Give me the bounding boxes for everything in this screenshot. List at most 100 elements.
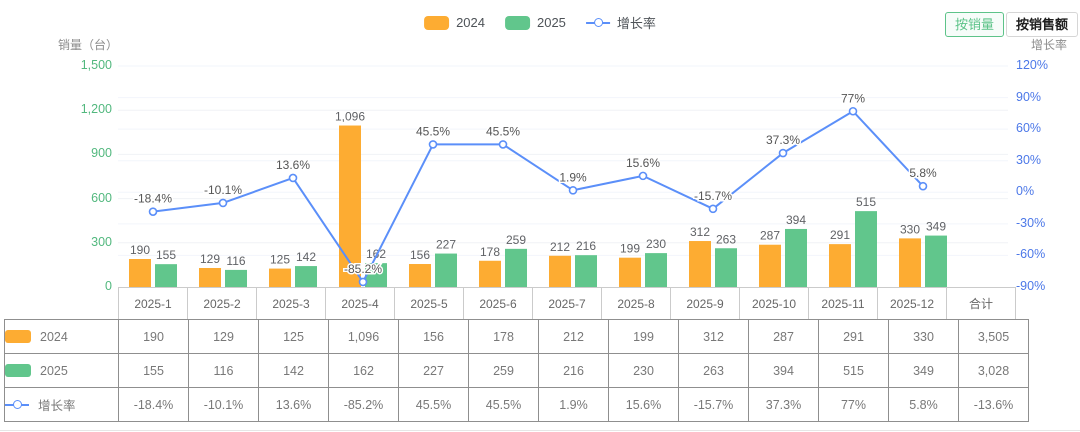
bar-2024-2025-7[interactable] — [549, 255, 571, 287]
table-cell: 230 — [608, 353, 679, 388]
bar-2024-2025-11[interactable] — [829, 244, 851, 287]
table-row: 2024 190 129 125 1,096 156 178 212 199 312 287 291 3… — [4, 319, 1029, 354]
bar-2024-2025-9[interactable] — [689, 241, 711, 287]
row-label-text: 2024 — [40, 329, 68, 344]
bottom-divider — [0, 430, 1080, 431]
table-cell: 212 — [538, 319, 609, 354]
bar-value-label: 515 — [856, 195, 876, 209]
bar-value-label: 216 — [576, 239, 596, 253]
bar-value-label: 394 — [786, 213, 806, 227]
bar-value-label: 259 — [506, 233, 526, 247]
table-cell: 77% — [818, 387, 889, 422]
month-header-cell: 2025-11 — [808, 287, 878, 320]
by-sales-volume-button[interactable]: 按销量 — [944, 12, 1004, 37]
bar-value-label: 155 — [156, 248, 176, 262]
left-axis-title: 销量（台） — [58, 38, 119, 52]
table-cell: 45.5% — [468, 387, 539, 422]
growth-marker-2025-3[interactable] — [288, 173, 298, 183]
bar-2024-2025-4[interactable] — [339, 125, 361, 287]
table-cell: 129 — [188, 319, 259, 354]
bar-value-label: 312 — [690, 225, 710, 239]
legend-label-2024: 2024 — [456, 15, 485, 30]
table-cell: -85.2% — [328, 387, 399, 422]
growth-marker-2025-10[interactable] — [778, 148, 788, 158]
bar-2025-2025-1[interactable] — [155, 264, 177, 287]
table-cell: 227 — [398, 353, 469, 388]
bar-2024-2025-2[interactable] — [199, 267, 221, 287]
table-cell: 330 — [888, 319, 959, 354]
bar-value-label: 287 — [760, 229, 780, 243]
row-label-text: 增长率 — [38, 399, 76, 413]
line-marker-icon — [585, 17, 610, 27]
growth-marker-2025-5[interactable] — [428, 140, 438, 149]
bar-value-label: 263 — [716, 232, 736, 246]
growth-point-label: -85.2% — [344, 262, 382, 276]
table-cell: -18.4% — [118, 387, 189, 422]
growth-line[interactable] — [152, 110, 924, 283]
sales-growth-chart: 190 129 125 1,096 156 178 212 199 312 287 291 330 15… — [118, 65, 1008, 287]
bar-2025-2025-6[interactable] — [505, 248, 527, 287]
table-row-label-增长率: 增长率 — [4, 387, 119, 422]
bar-value-label: 142 — [296, 250, 316, 264]
bar-value-label: 190 — [130, 243, 150, 257]
growth-marker-2025-12[interactable] — [918, 181, 928, 191]
bar-2025-2025-2[interactable] — [225, 269, 247, 287]
growth-marker-2025-8[interactable] — [638, 171, 648, 181]
table-cell: 259 — [468, 353, 539, 388]
growth-marker-2025-9[interactable] — [708, 204, 718, 214]
table-cell: 5.8% — [888, 387, 959, 422]
right-axis-tick: 90% — [1016, 89, 1042, 104]
growth-marker-2025-6[interactable] — [498, 140, 508, 149]
growth-marker-2025-4[interactable] — [358, 277, 368, 287]
bar-value-label: 125 — [270, 253, 290, 267]
table-cell: -15.7% — [678, 387, 749, 422]
bar-2025-2025-5[interactable] — [435, 253, 457, 287]
metric-toggle-group: 按销量 按销售额 — [944, 12, 1078, 37]
table-cell: 291 — [818, 319, 889, 354]
growth-point-label: 13.6% — [276, 158, 310, 172]
growth-point-label: 45.5% — [416, 124, 450, 138]
bar-value-label: 178 — [480, 245, 500, 259]
bar-2024-2025-1[interactable] — [129, 259, 151, 287]
bar-value-label: 230 — [646, 237, 666, 251]
bar-2024-2025-8[interactable] — [619, 257, 641, 287]
month-header-cell: 2025-10 — [739, 287, 809, 320]
bar-2025-2025-8[interactable] — [645, 253, 667, 287]
growth-point-label: -15.7% — [694, 189, 732, 203]
table-cell: 312 — [678, 319, 749, 354]
bar-2025-2025-3[interactable] — [295, 266, 317, 287]
table-cell: 142 — [258, 353, 329, 388]
table-cell: 3,028 — [958, 353, 1029, 388]
bar-2025-2025-10[interactable] — [785, 228, 807, 287]
legend-item-growth-rate[interactable]: 增长率 — [585, 13, 656, 32]
growth-point-label: 77% — [841, 91, 865, 105]
by-sales-amount-button[interactable]: 按销售额 — [1005, 12, 1078, 37]
right-axis-tick: 60% — [1016, 121, 1042, 136]
series-swatch-icon — [5, 364, 31, 377]
bar-value-label: 1,096 — [335, 110, 365, 124]
growth-marker-2025-2[interactable] — [218, 198, 228, 208]
legend-item-2024[interactable]: 2024 — [424, 15, 485, 30]
bar-2025-2025-9[interactable] — [715, 248, 737, 287]
legend-item-2025[interactable]: 2025 — [504, 15, 566, 30]
series-swatch-icon — [5, 330, 31, 343]
bar-value-label: 330 — [900, 222, 920, 236]
growth-point-label: -10.1% — [204, 183, 242, 197]
growth-marker-2025-1[interactable] — [148, 207, 158, 216]
growth-marker-2025-11[interactable] — [848, 106, 858, 116]
table-cell: 15.6% — [608, 387, 679, 422]
table-cell: 45.5% — [398, 387, 469, 422]
growth-marker-2025-7[interactable] — [568, 185, 578, 195]
bar-2024-2025-5[interactable] — [409, 264, 431, 287]
bar-value-label: 349 — [926, 220, 946, 234]
bar-2025-2025-11[interactable] — [855, 211, 877, 287]
bar-2024-2025-12[interactable] — [899, 238, 921, 287]
bar-value-label: 227 — [436, 238, 456, 252]
bar-2025-2025-7[interactable] — [575, 255, 597, 287]
bar-2024-2025-6[interactable] — [479, 260, 501, 287]
bar-2024-2025-3[interactable] — [269, 268, 291, 287]
table-cell: 156 — [398, 319, 469, 354]
bar-2024-2025-10[interactable] — [759, 244, 781, 287]
bar-2025-2025-12[interactable] — [925, 235, 947, 287]
left-axis-tick: 600 — [91, 190, 112, 205]
